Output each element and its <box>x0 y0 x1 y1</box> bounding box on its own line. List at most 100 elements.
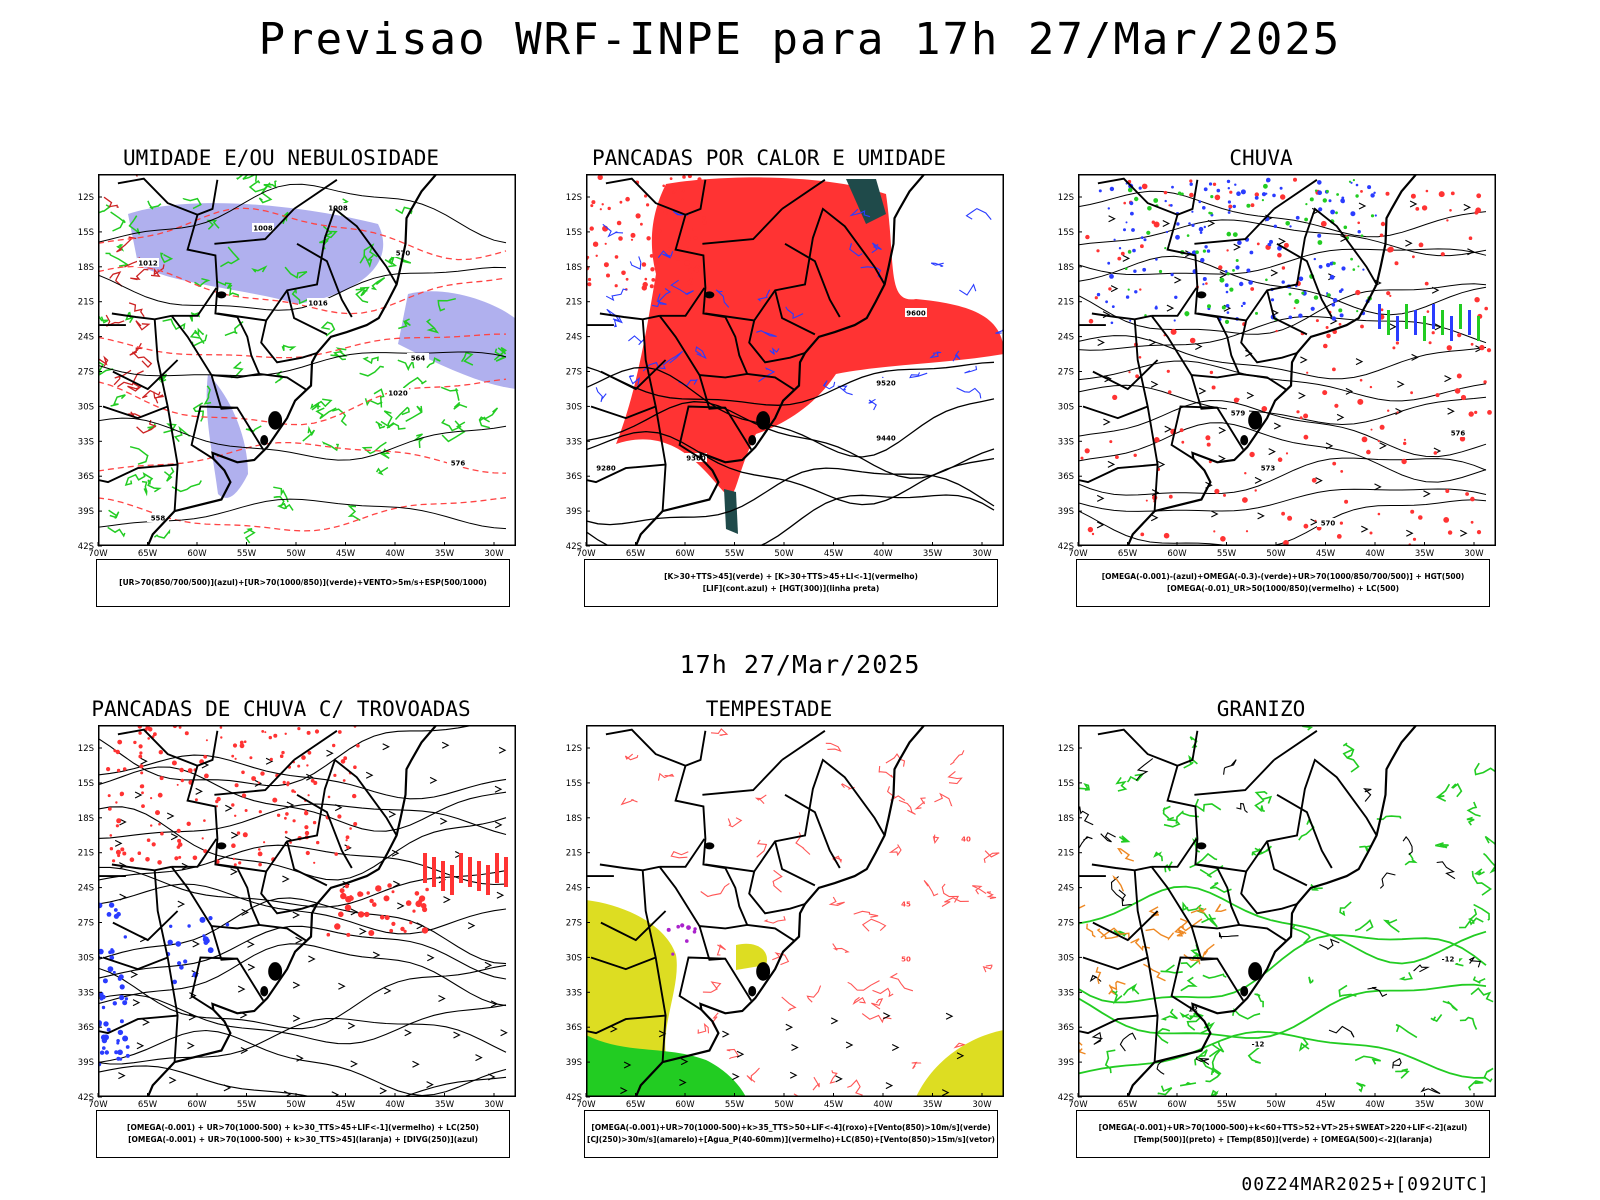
thickness-contour <box>135 320 151 331</box>
border-line <box>600 359 667 391</box>
instability-dot <box>693 267 699 273</box>
lifted-index-contour <box>642 361 666 372</box>
streamline-arrow <box>1389 323 1397 331</box>
lc-contour <box>746 1067 760 1083</box>
storm-dot-red <box>260 771 265 776</box>
rain-dot-blue <box>1237 240 1242 245</box>
lc-contour <box>932 834 940 845</box>
rain-dot-blue <box>1203 187 1208 192</box>
storm-dot-red <box>109 834 113 837</box>
instability-dot <box>688 267 694 274</box>
omega-contour <box>1214 903 1227 913</box>
rain-dot-green <box>1146 230 1151 235</box>
lifted-index-contour <box>849 242 863 257</box>
storm-dot-red <box>133 740 137 745</box>
rain-dot-blue <box>1289 225 1292 228</box>
lc-contour <box>982 964 993 973</box>
rain-dot-red <box>1277 457 1283 463</box>
lifted-index-contour <box>662 350 684 366</box>
lon-tick-label: 45W <box>1316 1100 1336 1110</box>
streamline <box>98 943 507 1007</box>
wind-vector <box>891 1044 900 1051</box>
storm-dot-red <box>414 891 420 896</box>
storm-dot-red <box>186 821 191 826</box>
streamline <box>98 766 507 832</box>
border-line <box>641 870 667 1063</box>
rain-dot-blue <box>1138 186 1142 190</box>
lifted-index-contour <box>930 262 944 267</box>
rain-dot-red <box>1250 287 1255 291</box>
humidity-contour-green <box>236 174 245 180</box>
thickness-line <box>98 378 507 426</box>
temp850-contour <box>1356 1082 1366 1093</box>
border-line <box>1078 463 1158 484</box>
streamline-arrow <box>1355 358 1364 366</box>
rain-dot-blue <box>1225 304 1230 308</box>
streamline-arrow <box>1358 202 1367 210</box>
contour-label-bg <box>595 463 617 472</box>
streamline-arrow <box>237 985 246 993</box>
rain-dot-green <box>1147 206 1152 211</box>
temp850-contour <box>1404 852 1418 866</box>
humidity-contour-green <box>402 376 427 389</box>
rain-dot-green <box>1356 310 1359 313</box>
rain-dot-blue <box>1242 301 1246 305</box>
border-line <box>784 242 841 318</box>
lc-contour <box>923 880 939 897</box>
rain-band <box>1468 310 1471 335</box>
instability-dot <box>684 260 691 266</box>
streamline-arrow <box>195 787 203 795</box>
omega-contour <box>1179 918 1203 932</box>
temp850-contour <box>1254 799 1265 813</box>
rain-dot-red <box>1360 190 1363 193</box>
omega-contour <box>1095 966 1102 985</box>
rain-dot-red <box>1209 370 1214 375</box>
temp850-contour <box>1160 1008 1178 1021</box>
storm-dot-red <box>115 849 121 855</box>
rain-dot-blue <box>1248 280 1253 285</box>
contour-label: 558 <box>151 515 166 523</box>
storm-dot-red <box>310 778 315 783</box>
lc-contour <box>934 792 953 807</box>
instability-dot <box>625 277 629 281</box>
lon-tick-label: 65W <box>626 549 646 559</box>
instability-dot <box>589 226 594 231</box>
lc-contour <box>847 1079 863 1096</box>
streamline-arrow <box>1431 286 1440 294</box>
rain-dot-red <box>1412 537 1417 541</box>
humidity-contour-green <box>412 433 424 448</box>
rain-dot-blue <box>1279 186 1283 190</box>
streamline-arrow <box>1300 356 1308 364</box>
contour-label-bg <box>307 298 329 307</box>
lat-tick-label: 33S <box>78 988 94 998</box>
storm-dot-red <box>139 764 144 769</box>
border-line <box>605 177 686 216</box>
streamline-arrow <box>467 922 476 930</box>
lc-contour <box>825 742 842 752</box>
temp500-contour <box>1392 1057 1402 1069</box>
lc-contour <box>1003 796 1004 798</box>
rain-dot-red <box>1311 477 1317 483</box>
streamline-arrow <box>393 880 401 888</box>
wind-vector <box>736 1050 745 1058</box>
temp850-contour <box>1202 973 1227 979</box>
storm-dot-red <box>304 811 309 816</box>
rain-dot-blue <box>1175 234 1180 240</box>
lon-tick-label: 50W <box>1266 549 1286 559</box>
thickness-contour <box>113 369 132 386</box>
storm-dot-red <box>140 784 145 789</box>
streamline-arrow <box>286 801 295 809</box>
border-line <box>186 730 265 1002</box>
lifted-index-contour <box>628 335 646 346</box>
contour-label-bg <box>875 378 897 387</box>
omega-contour <box>1109 980 1126 991</box>
streamline-arrow <box>231 831 239 839</box>
lon-tick-label: 70W <box>88 1100 108 1110</box>
divergence-dot <box>125 1045 130 1049</box>
contour-label-bg <box>137 258 159 267</box>
storm-dot-red <box>403 929 407 933</box>
base-map <box>98 725 438 1097</box>
humidity-contour-green <box>397 359 415 372</box>
divergence-dot <box>207 947 214 954</box>
streamline-arrow <box>1218 455 1226 463</box>
